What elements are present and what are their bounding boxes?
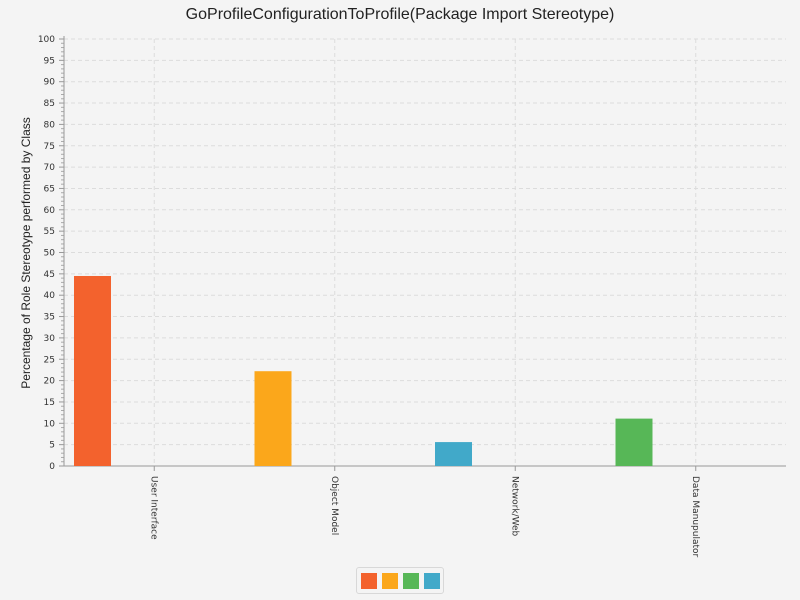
legend-swatch — [423, 572, 440, 589]
y-tick-label: 95 — [44, 56, 55, 66]
y-tick-label: 40 — [44, 291, 56, 301]
chart-title: GoProfileConfigurationToProfile(Package … — [185, 6, 615, 23]
category-label: Object Model — [329, 476, 339, 535]
y-tick-label: 85 — [44, 99, 55, 109]
grid-lines — [64, 38, 786, 466]
legend-swatch — [360, 572, 377, 589]
y-tick-labels: 0 5 10 15 20 25 30 35 40 45 50 55 60 65 70 75 80 85 90 95 10… — [38, 35, 55, 472]
legend-swatch — [381, 572, 398, 589]
y-axis-label: Percentage of Role Stereotype performed … — [19, 117, 33, 388]
category-label: Network/Web — [509, 476, 519, 537]
legend-swatch — [402, 572, 419, 589]
y-tick-label: 0 — [49, 462, 55, 472]
y-tick-label: 25 — [44, 355, 55, 365]
y-tick-label: 70 — [44, 163, 56, 173]
bar — [435, 442, 472, 466]
y-tick-label: 15 — [44, 398, 55, 408]
y-tick-label: 80 — [44, 120, 56, 130]
bar — [74, 275, 111, 466]
legend — [356, 567, 444, 594]
y-tick-label: 30 — [44, 334, 56, 344]
bar — [254, 371, 292, 466]
y-tick-label: 75 — [44, 142, 55, 152]
category-label: Data Manupulator — [690, 476, 700, 558]
y-tick-label: 55 — [44, 227, 55, 237]
y-tick-label: 45 — [44, 270, 55, 280]
axes — [59, 36, 786, 471]
y-tick-label: 5 — [49, 441, 55, 451]
y-tick-label: 65 — [44, 184, 55, 194]
bar — [615, 418, 653, 466]
y-tick-label: 90 — [44, 78, 56, 88]
y-tick-label: 100 — [38, 35, 55, 45]
y-tick-label: 50 — [44, 249, 56, 259]
y-tick-label: 20 — [44, 377, 56, 387]
bars — [74, 275, 653, 466]
y-tick-label: 10 — [44, 419, 56, 429]
category-label: User Interface — [148, 476, 158, 540]
y-tick-label: 60 — [44, 206, 56, 216]
y-tick-label: 35 — [44, 313, 55, 323]
category-labels: User Interface Object Model Network/Web Dat… — [148, 476, 700, 558]
